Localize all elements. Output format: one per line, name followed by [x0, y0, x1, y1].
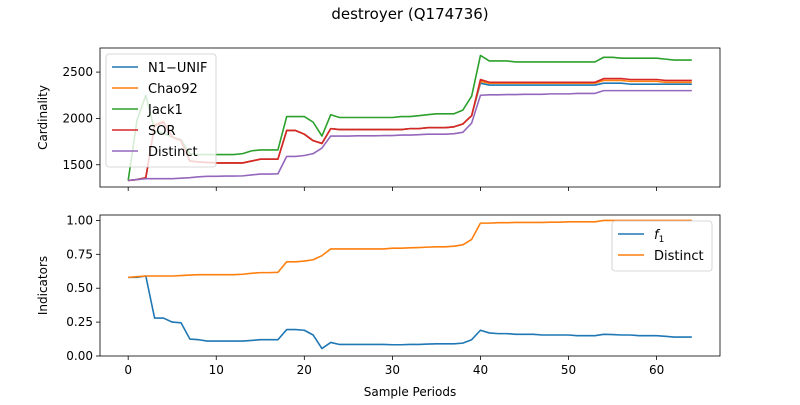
x-tick-label: 30 — [385, 363, 400, 377]
series-line-0-2 — [127, 54, 692, 181]
legend-label: f1 — [654, 228, 664, 245]
x-tick-label: 10 — [209, 363, 224, 377]
x-tick-label: 60 — [649, 363, 664, 377]
y-tick-label: 0.50 — [66, 281, 93, 295]
indicators-panel: 0 10 20 30 40 50 60 0.00 0.25 0.50 0.75 1.00 Indicat… — [36, 213, 721, 399]
x-tick-label: 20 — [297, 363, 312, 377]
legend: N1−UNIF Chao92 Jack1 SOR Distinct — [105, 53, 217, 168]
y-tick-label: 2500 — [62, 65, 93, 79]
y-axis-label: Cardinality — [36, 85, 50, 150]
y-tick-label: 0.25 — [66, 315, 93, 329]
axes-frame — [99, 214, 721, 357]
series-line-0-3 — [128, 77, 692, 182]
figure-title: destroyer (Q174736) — [331, 5, 488, 23]
legend-label: N1−UNIF — [148, 61, 207, 76]
y-tick-label: 2000 — [62, 111, 93, 125]
x-axis-label: Sample Periods — [364, 385, 456, 399]
y-tick-label: 0.00 — [66, 349, 93, 363]
legend-label: SOR — [148, 124, 176, 139]
legend-label: Chao92 — [148, 82, 198, 97]
y-tick-label: 1.00 — [66, 213, 93, 227]
axes-frame — [99, 47, 721, 188]
y-axis-label: Indicators — [36, 256, 50, 315]
x-tick-label: 50 — [561, 363, 576, 377]
x-tick-label: 0 — [124, 363, 132, 377]
legend-label: Distinct — [654, 249, 704, 264]
y-tick-label: 0.75 — [66, 247, 93, 261]
y-tick-label: 1500 — [62, 158, 93, 172]
series-line-1-0 — [128, 275, 692, 350]
legend-frame — [105, 53, 217, 168]
legend-label: Distinct — [148, 145, 198, 160]
legend: f1 Distinct — [611, 220, 713, 272]
x-tick-label: 40 — [473, 363, 488, 377]
series-line-1-1 — [128, 219, 692, 279]
cardinality-panel: 1500 2000 2500 Cardinality N1−UNIF Chao92 Jack… — [36, 47, 721, 191]
series-line-0-4 — [128, 89, 692, 182]
legend-label: Jack1 — [147, 103, 183, 118]
